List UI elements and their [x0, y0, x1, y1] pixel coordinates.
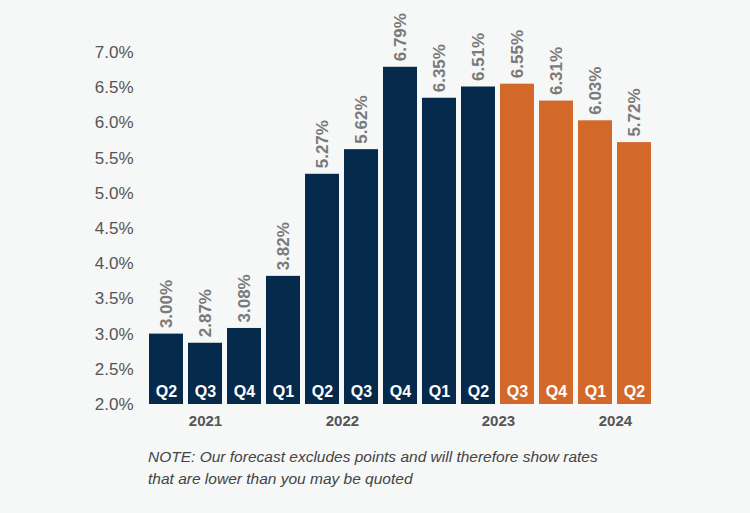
svg-text:3.00%: 3.00%: [157, 280, 176, 328]
svg-text:Q3: Q3: [351, 383, 372, 400]
svg-text:2024: 2024: [599, 412, 633, 429]
svg-text:5.5%: 5.5%: [95, 149, 134, 168]
svg-text:6.31%: 6.31%: [547, 47, 566, 95]
svg-text:6.0%: 6.0%: [95, 113, 134, 132]
svg-text:3.82%: 3.82%: [274, 222, 293, 270]
svg-text:2022: 2022: [326, 412, 359, 429]
svg-text:5.27%: 5.27%: [313, 120, 332, 168]
html-text:NOTE: Our forecast excludes po: NOTE: Our forecast excludes points and w…: [148, 448, 598, 487]
svg-text:5.0%: 5.0%: [95, 184, 134, 203]
svg-text:6.35%: 6.35%: [430, 44, 449, 92]
svg-text:Q4: Q4: [234, 383, 255, 400]
svg-text:Q3: Q3: [195, 383, 216, 400]
svg-text:3.5%: 3.5%: [95, 289, 134, 308]
svg-text:2.0%: 2.0%: [95, 395, 134, 414]
svg-text:7.0%: 7.0%: [95, 43, 134, 62]
svg-text:Q4: Q4: [546, 383, 567, 400]
svg-text:Q2: Q2: [468, 383, 489, 400]
svg-text:Q2: Q2: [624, 383, 645, 400]
svg-text:6.51%: 6.51%: [469, 33, 488, 81]
svg-text:4.0%: 4.0%: [95, 254, 134, 273]
svg-text:5.72%: 5.72%: [625, 88, 644, 136]
svg-text:2023: 2023: [482, 412, 515, 429]
svg-text:Q1: Q1: [585, 383, 606, 400]
svg-text:Q1: Q1: [273, 383, 294, 400]
svg-text:4.5%: 4.5%: [95, 219, 134, 238]
svg-text:2021: 2021: [189, 412, 222, 429]
svg-text:Q4: Q4: [390, 383, 411, 400]
svg-text:2.5%: 2.5%: [95, 360, 134, 379]
svg-text:2.87%: 2.87%: [196, 289, 215, 337]
svg-text:Q1: Q1: [429, 383, 450, 400]
svg-text:3.0%: 3.0%: [95, 325, 134, 344]
svg-text:6.5%: 6.5%: [95, 78, 134, 97]
svg-text:3.08%: 3.08%: [235, 274, 254, 322]
svg-text:Q2: Q2: [156, 383, 177, 400]
svg-text:6.55%: 6.55%: [508, 30, 527, 78]
svg-text:5.62%: 5.62%: [352, 95, 371, 143]
svg-text:Q3: Q3: [507, 383, 528, 400]
svg-text:6.03%: 6.03%: [586, 67, 605, 115]
svg-text:6.79%: 6.79%: [391, 13, 410, 61]
svg-text:Q2: Q2: [312, 383, 333, 400]
